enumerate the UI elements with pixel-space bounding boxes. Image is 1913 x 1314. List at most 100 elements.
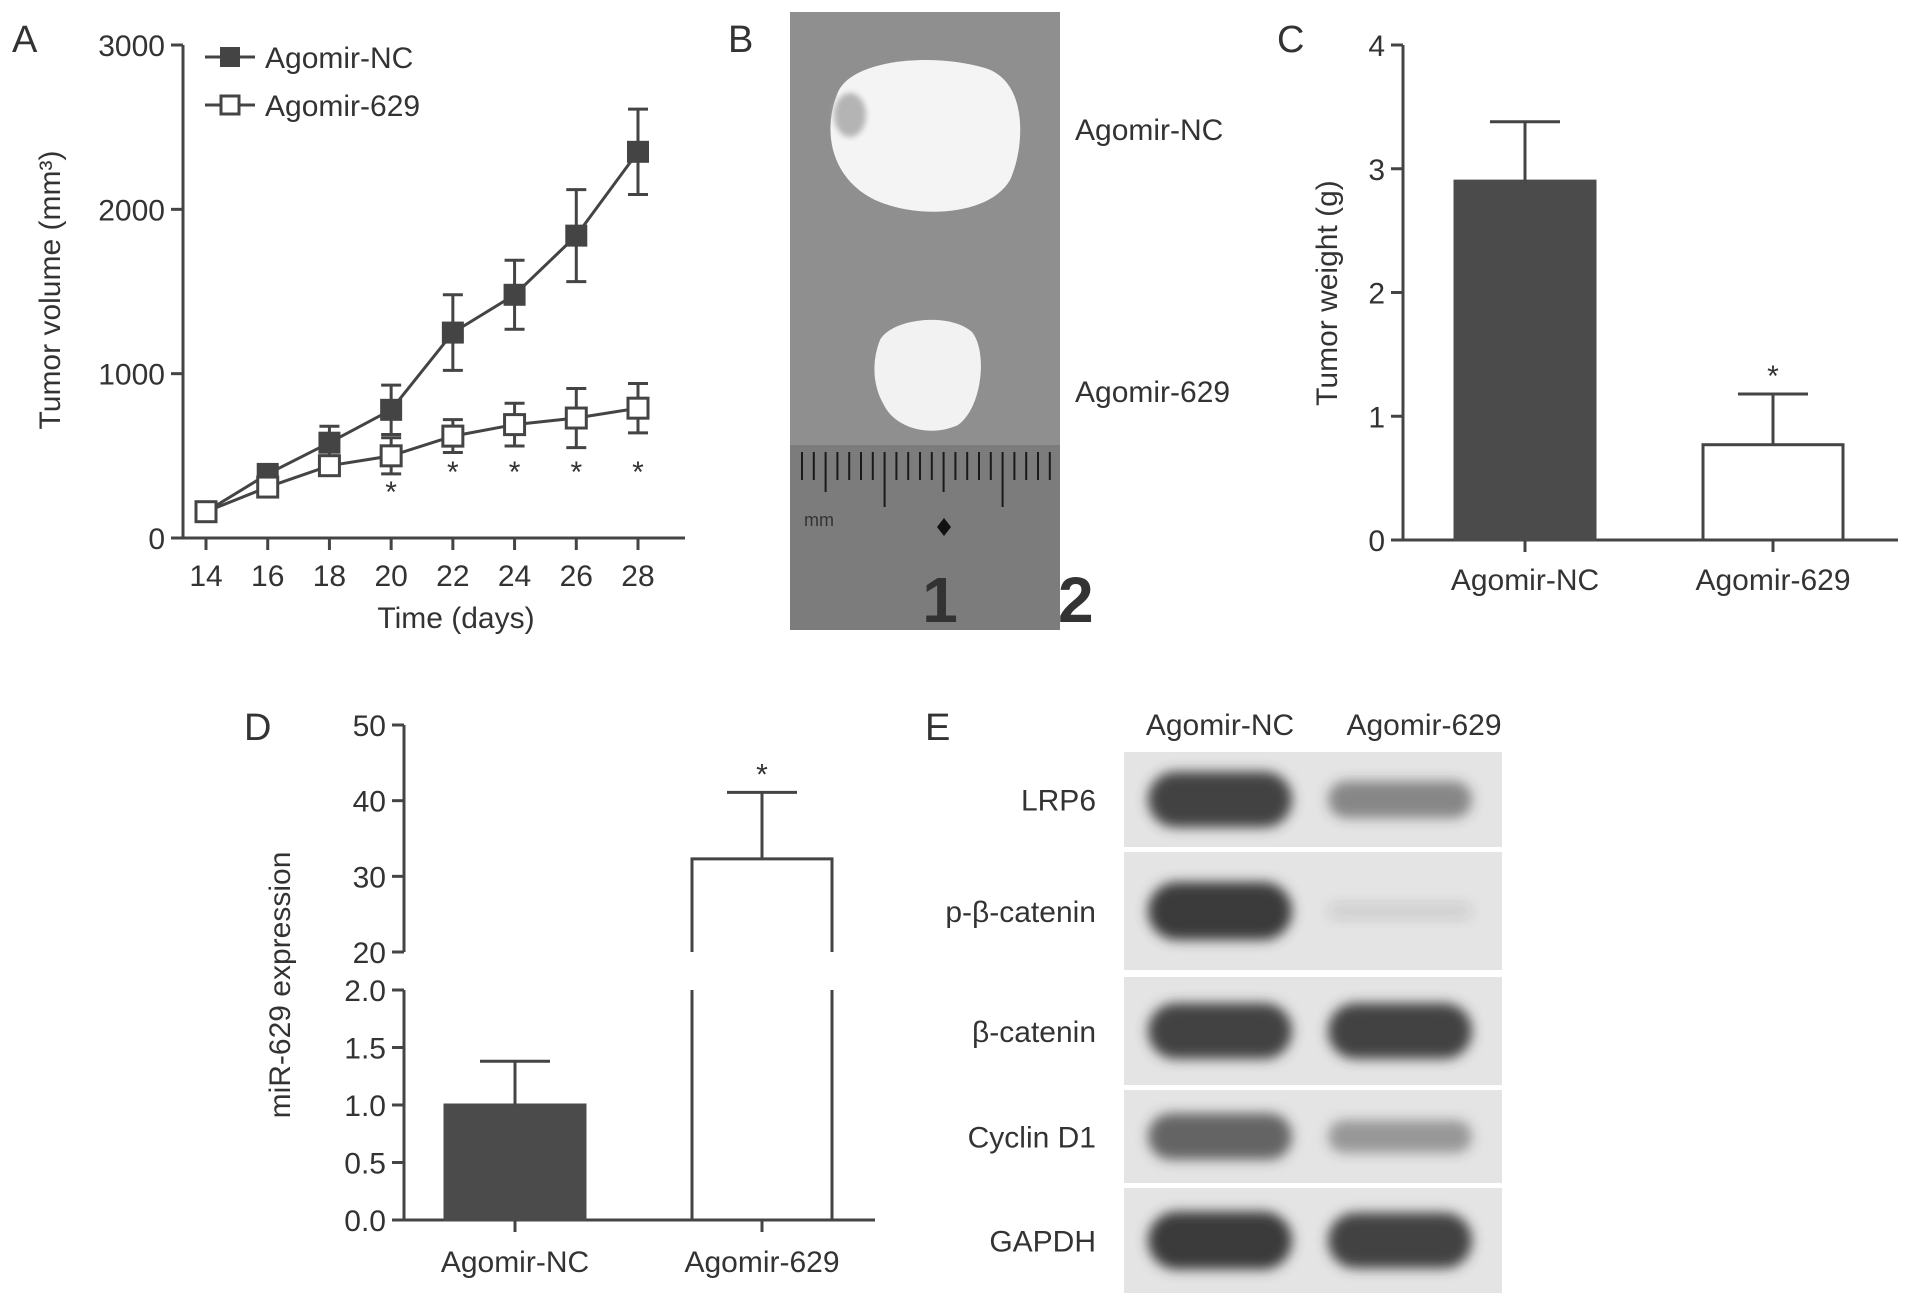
data-point — [503, 413, 527, 437]
y-tick-label: 1.5 — [344, 1033, 386, 1066]
significance-star: * — [1767, 360, 1779, 393]
significance-star: * — [509, 456, 521, 489]
blot-row: GAPDH — [989, 1188, 1502, 1293]
panel-a-series — [194, 107, 650, 524]
blot-row-label: Cyclin D1 — [968, 1122, 1096, 1155]
panel-d-y-axis-label: miR-629 expression — [264, 852, 297, 1119]
data-point — [317, 454, 341, 478]
blot-row-label: GAPDH — [989, 1226, 1096, 1259]
panel-d-letter: D — [244, 707, 271, 749]
data-point — [380, 398, 403, 421]
panel-a-significance: * * * * * — [385, 456, 644, 509]
panel-c-y-ticks: 0 1 2 3 4 — [1368, 30, 1403, 558]
y-tick-label: 1.0 — [344, 1090, 386, 1123]
x-tick-label: 26 — [560, 560, 593, 593]
blot-row-label: LRP6 — [1021, 785, 1096, 818]
blot-column-label: Agomir-629 — [1346, 709, 1501, 742]
series-agomir-nc — [195, 107, 649, 523]
panel-a-letter: A — [12, 19, 38, 61]
x-tick-label: 20 — [374, 560, 407, 593]
blot-band — [1148, 1211, 1292, 1270]
y-tick-label: 4 — [1368, 30, 1385, 63]
significance-star: * — [756, 758, 768, 791]
panel-a-y-ticks: 0 1000 2000 3000 — [98, 30, 183, 556]
panel-e-letter: E — [925, 707, 950, 749]
blot-band — [1148, 1113, 1292, 1160]
x-tick-label: 18 — [313, 560, 346, 593]
y-tick-label: 50 — [353, 710, 386, 743]
panel-a-legend: Agomir-NC Agomir-629 — [205, 42, 420, 123]
blot-column-label: Agomir-NC — [1146, 709, 1294, 742]
tumor-agomir-nc — [830, 60, 1021, 212]
panel-d-bars: Agomir-NC Agomir-629 * — [441, 758, 840, 1279]
significance-star: * — [632, 456, 644, 489]
western-blot: Agomir-NC Agomir-629 LRP6 p-β-catenin β-cate… — [945, 709, 1502, 1293]
tumor-spot — [834, 93, 866, 137]
panel-b: B mm 1 2 Agomir-NC Agomir-629 — [728, 12, 1230, 636]
panel-c: C 0 1 2 3 4 Agomir-NC Agomir-629 * Tumor weigh… — [1277, 19, 1898, 597]
panel-e: E Agomir-NC Agomir-629 LRP6 p-β-catenin β-ca… — [925, 707, 1502, 1293]
x-tick-label: 28 — [621, 560, 654, 593]
blot-band — [1328, 1003, 1472, 1059]
bar-agomir-629-upper — [690, 857, 834, 952]
blot-row-label: p-β-catenin — [945, 896, 1096, 929]
y-tick-label: 2000 — [98, 194, 165, 227]
panel-c-letter: C — [1277, 19, 1304, 61]
ruler-unit: mm — [804, 510, 834, 530]
data-point — [626, 140, 649, 163]
blot-band — [1148, 1003, 1292, 1059]
panel-a-x-axis-label: Time (days) — [377, 602, 534, 635]
data-point — [626, 396, 650, 420]
ruler-ticks — [801, 452, 1051, 507]
panel-c-y-axis-label: Tumor weight (g) — [1311, 180, 1344, 406]
bar-agomir-629 — [1701, 443, 1845, 542]
blot-row: β-catenin — [972, 977, 1502, 1085]
blot-row-label: β-catenin — [972, 1016, 1096, 1049]
y-tick-label: 0 — [148, 523, 165, 556]
data-point — [318, 431, 341, 454]
panel-b-letter: B — [728, 19, 753, 61]
y-tick-label: 20 — [353, 937, 386, 970]
blot-band — [1328, 780, 1472, 819]
blot-band — [1328, 1120, 1472, 1153]
data-point — [379, 444, 403, 468]
x-tick-label: 24 — [498, 560, 531, 593]
x-tick-label: Agomir-629 — [1695, 564, 1850, 597]
ruler-marker — [937, 518, 951, 536]
bar-agomir-nc — [443, 1103, 587, 1222]
panel-c-bars: Agomir-NC Agomir-629 * — [1451, 120, 1851, 597]
legend-label-agomir-629: Agomir-629 — [265, 90, 420, 123]
panel-a: A 0 1000 2000 3000 14 16 18 20 22 24 26 28 * * * * * T… — [12, 19, 685, 635]
legend-label-agomir-nc: Agomir-NC — [265, 42, 413, 75]
blot-band — [1328, 903, 1472, 919]
blot-band — [1148, 771, 1292, 828]
x-tick-label: 16 — [251, 560, 284, 593]
data-point — [564, 406, 588, 430]
blot-row: LRP6 — [1021, 752, 1502, 847]
x-tick-label: 14 — [189, 560, 222, 593]
x-tick-label: Agomir-629 — [684, 1246, 839, 1279]
bar-agomir-nc — [1453, 179, 1597, 542]
y-tick-label: 0.5 — [344, 1148, 386, 1181]
y-tick-label: 30 — [353, 861, 386, 894]
y-tick-label: 40 — [353, 786, 386, 819]
y-tick-label: 2.0 — [344, 975, 386, 1008]
photo-label-agomir-629: Agomir-629 — [1075, 376, 1230, 409]
panel-d-y-ticks: 0.0 0.5 1.0 1.5 2.0 20 30 40 50 — [344, 710, 404, 1238]
legend-marker-filled-square — [220, 47, 240, 67]
y-tick-label: 1 — [1368, 401, 1385, 434]
ruler-number-1: 1 — [922, 564, 958, 636]
data-point — [256, 475, 280, 499]
legend-marker-open-square — [219, 94, 241, 116]
blot-row: Cyclin D1 — [968, 1090, 1502, 1183]
y-tick-label: 0 — [1368, 525, 1385, 558]
x-tick-label: 22 — [436, 560, 469, 593]
x-tick-label: Agomir-NC — [441, 1246, 589, 1279]
photo-label-agomir-nc: Agomir-NC — [1075, 114, 1223, 147]
data-point — [441, 424, 465, 448]
significance-star: * — [385, 476, 397, 509]
y-tick-label: 3 — [1368, 154, 1385, 187]
y-tick-label: 0.0 — [344, 1205, 386, 1238]
y-tick-label: 2 — [1368, 278, 1385, 311]
